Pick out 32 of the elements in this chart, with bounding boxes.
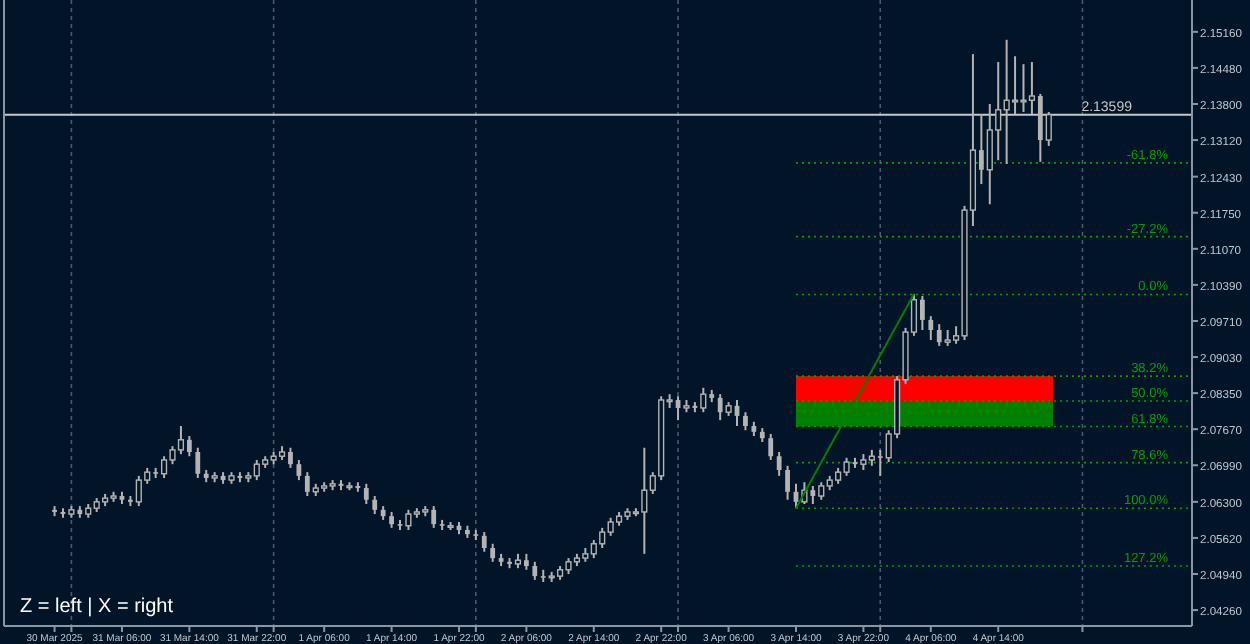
candlestick — [253, 458, 260, 482]
candlestick — [986, 102, 993, 206]
candlestick — [169, 445, 176, 466]
candlestick — [768, 432, 774, 461]
candlestick — [700, 386, 707, 414]
candlestick — [135, 474, 142, 508]
candlestick — [743, 411, 748, 432]
candlestick — [785, 464, 790, 501]
candlestick — [160, 455, 168, 479]
candlestick — [186, 435, 192, 458]
candlestick — [177, 425, 185, 456]
candlestick — [296, 458, 302, 482]
candlestick — [481, 531, 487, 553]
candlestick — [1020, 63, 1027, 113]
candlestick — [607, 516, 614, 537]
candlestick — [405, 508, 412, 531]
candlestick — [363, 482, 369, 505]
candlestick — [995, 61, 1002, 162]
candlestick — [372, 495, 378, 516]
annotation: Z = left | X = right — [20, 596, 174, 618]
candlestick — [776, 450, 782, 477]
candlestick — [1011, 55, 1019, 116]
candlestick — [919, 295, 925, 331]
candlestick — [532, 560, 538, 581]
candlestick — [599, 526, 606, 550]
candlestick — [641, 446, 648, 555]
candlestick — [928, 315, 934, 342]
candlestick — [590, 539, 597, 560]
candlestick — [843, 456, 850, 477]
candlestick — [1003, 38, 1010, 165]
candlestick — [195, 446, 201, 479]
candlestick — [490, 542, 496, 563]
